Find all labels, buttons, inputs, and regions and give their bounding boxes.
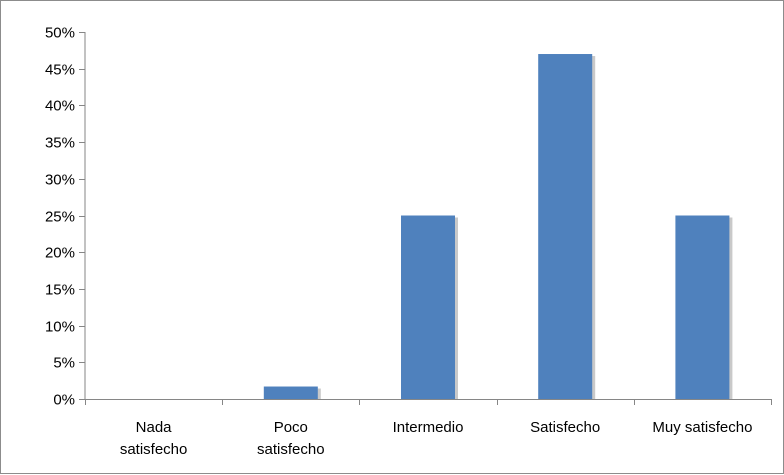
y-tick-label: 30%	[45, 172, 75, 189]
bar-2	[401, 215, 455, 399]
y-tick-label: 35%	[45, 135, 75, 152]
y-tick-label: 25%	[45, 209, 75, 226]
bar-3	[538, 54, 593, 400]
x-tick-label: Satisfecho	[530, 419, 600, 436]
x-axis: Nada satisfecho Poco satisfecho Intermedio Sa…	[85, 399, 772, 458]
x-tick-label: satisfecho	[120, 441, 188, 458]
x-tick-label: Intermedio	[393, 419, 464, 436]
y-tick-label: 10%	[45, 319, 75, 336]
y-tick-label: 15%	[45, 282, 75, 299]
bar-1	[263, 386, 318, 399]
x-tick-label: Muy satisfecho	[652, 419, 752, 436]
y-tick-label: 20%	[45, 245, 75, 262]
y-axis: 0% 5% 10% 15% 20% 25% 30% 35% 40% 45% 50%	[45, 25, 86, 409]
y-tick-label: 40%	[45, 98, 75, 115]
x-tick-label: Nada	[136, 419, 173, 436]
x-tick-label: Poco	[274, 419, 308, 436]
y-tick-label: 45%	[45, 62, 75, 79]
x-tick-label: satisfecho	[257, 441, 325, 458]
y-tick-label: 5%	[53, 355, 75, 372]
y-tick-label: 50%	[45, 25, 75, 42]
y-tick-label: 0%	[53, 392, 75, 409]
bar-4	[675, 215, 730, 399]
bars	[263, 54, 733, 400]
